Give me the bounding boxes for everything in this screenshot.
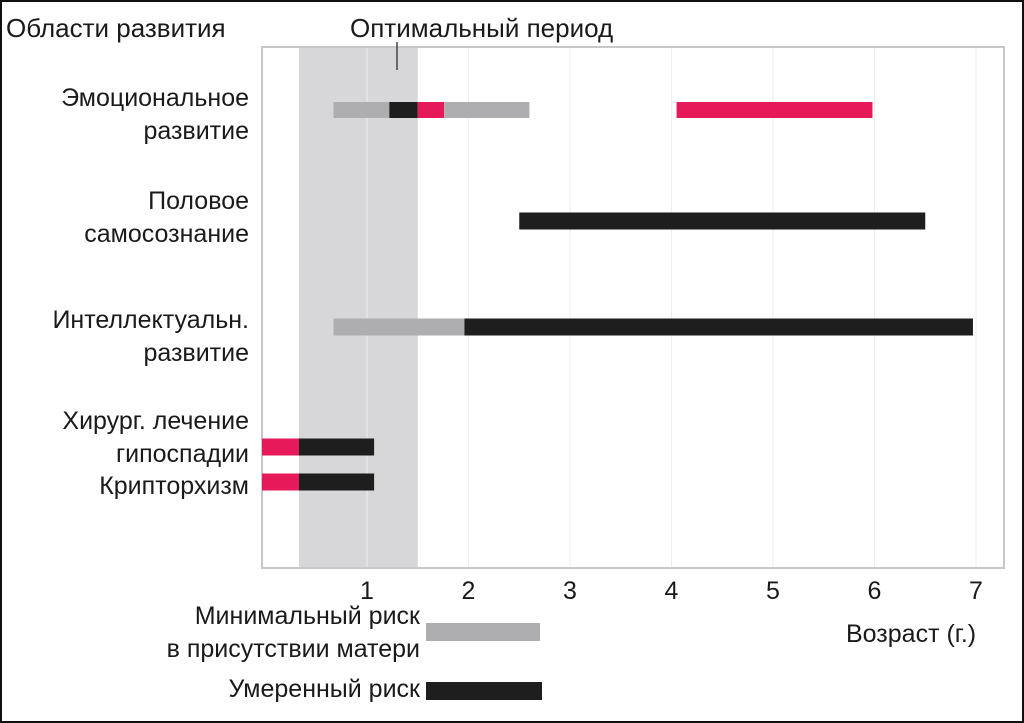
bar-row4-segment1-high: [262, 438, 299, 456]
x-tick-label-4: 4: [664, 577, 679, 605]
legend-minimal-risk-swatch: [426, 623, 540, 641]
bar-row1-segment4-minimal: [444, 102, 530, 118]
x-axis-label: Возраст (г.): [846, 620, 977, 648]
header-development-areas: Области развития: [6, 13, 226, 43]
category-emotional-development: Эмоциональное развитие: [61, 84, 249, 145]
category-gender-identity: Половое самосознание: [84, 187, 249, 248]
category-intellectual-development: Интеллектуальн. развитие: [52, 306, 249, 367]
x-tick-label-5: 5: [766, 577, 780, 605]
legend-moderate-risk-swatch: [426, 682, 542, 700]
legend-minimal-risk-label: Минимальный риск в присутствии матери: [166, 602, 420, 663]
bar-row1-segment3-high: [417, 102, 445, 118]
legend-moderate-risk-label: Умеренный риск: [228, 675, 420, 703]
x-tick-label-6: 6: [867, 577, 882, 605]
bar-row4-segment2-moderate: [298, 438, 375, 456]
x-tick-label-3: 3: [563, 577, 577, 605]
x-tick-label-2: 2: [461, 577, 476, 605]
gridlines: [366, 47, 977, 568]
bar-row1-segment5-high: [676, 102, 873, 118]
bar-row5-segment1-high: [262, 473, 299, 491]
plot-area-border: [261, 46, 1005, 569]
bar-row1-segment2-moderate: [389, 102, 418, 118]
bar-row3-segment2-moderate: [464, 318, 973, 336]
bar-row1-segment1-minimal: [333, 102, 390, 118]
category-hypospadias-surgery: Хирург. лечение гипоспадии: [62, 407, 249, 468]
header-optimal-period: Оптимальный период: [350, 13, 614, 43]
category-cryptorchidism: Крипторхизм: [99, 472, 249, 500]
x-tick-label-7: 7: [969, 577, 983, 605]
bar-row2-segment1-moderate: [519, 212, 926, 230]
x-tick-label-1: 1: [360, 577, 374, 605]
bar-row3-segment1-minimal: [333, 318, 465, 336]
bar-row5-segment2-moderate: [298, 473, 375, 491]
